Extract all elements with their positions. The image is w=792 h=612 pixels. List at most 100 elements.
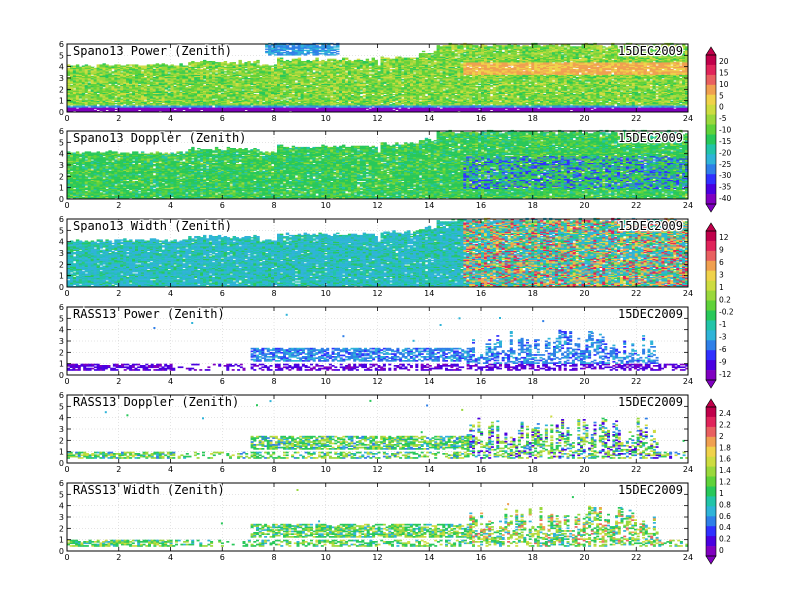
x-tick-label: 14 <box>424 553 434 562</box>
colorbar-label: 1 <box>719 283 724 292</box>
x-tick-label: 6 <box>220 377 225 386</box>
x-tick-label: 16 <box>476 201 486 210</box>
colorbar-label: -9 <box>719 358 727 367</box>
colorbar-swatch <box>706 241 716 251</box>
colorbar-swatch <box>706 536 716 546</box>
panel-title: Spano13 Width (Zenith) <box>73 219 232 233</box>
colorbar-label: -5 <box>719 114 727 123</box>
colorbar-swatch <box>706 330 716 340</box>
y-tick-label: 5 <box>59 314 64 323</box>
x-tick-label: 24 <box>683 201 693 210</box>
colorbar-swatch <box>706 184 716 194</box>
colorbar-label: 9 <box>719 245 724 254</box>
colorbar-label: -20 <box>719 148 731 157</box>
x-tick-label: 6 <box>220 289 225 298</box>
x-tick-label: 8 <box>271 114 276 123</box>
colorbar-swatch <box>706 194 716 204</box>
colorbar-swatch <box>706 115 716 125</box>
x-tick-label: 20 <box>579 289 589 298</box>
x-tick-label: 10 <box>321 553 331 562</box>
x-tick-label: 20 <box>579 377 589 386</box>
x-tick-label: 14 <box>424 201 434 210</box>
colorbar-label: 12 <box>719 233 729 242</box>
x-tick-label: 10 <box>321 114 331 123</box>
x-tick-label: 4 <box>168 465 173 474</box>
colorbar-label: 0.6 <box>719 512 731 521</box>
y-tick-label: 6 <box>59 391 64 400</box>
colorbar-swatch <box>706 75 716 85</box>
x-tick-label: 22 <box>631 377 641 386</box>
colorbar-label: 1.6 <box>719 455 731 464</box>
x-tick-label: 6 <box>220 114 225 123</box>
x-tick-label: 12 <box>372 553 382 562</box>
y-tick-label: 4 <box>59 502 64 511</box>
x-tick-label: 24 <box>683 377 693 386</box>
colorbar-3: 2.42.221.81.61.41.210.80.60.40.20 <box>706 399 731 564</box>
x-tick-label: 20 <box>579 553 589 562</box>
colorbar-swatch <box>706 144 716 154</box>
panel-title: Spano13 Power (Zenith) <box>73 44 232 58</box>
x-tick-label: 4 <box>168 553 173 562</box>
colorbar-bottom-arrow <box>706 380 716 388</box>
colorbar-swatch <box>706 506 716 516</box>
colorbar-swatch <box>706 477 716 487</box>
colorbar-swatch <box>706 360 716 370</box>
y-tick-label: 4 <box>59 326 64 335</box>
x-tick-label: 20 <box>579 114 589 123</box>
x-tick-label: 2 <box>116 553 121 562</box>
colorbar-swatch <box>706 427 716 437</box>
x-tick-label: 10 <box>321 289 331 298</box>
x-tick-label: 2 <box>116 377 121 386</box>
y-tick-label: 2 <box>59 172 64 181</box>
x-tick-label: 12 <box>372 114 382 123</box>
y-tick-label: 1 <box>59 536 64 545</box>
x-tick-label: 0 <box>64 377 69 386</box>
colorbar-label: 5 <box>719 91 724 100</box>
x-tick-label: 0 <box>64 114 69 123</box>
y-tick-label: 6 <box>59 127 64 136</box>
x-tick-label: 4 <box>168 289 173 298</box>
x-tick-label: 16 <box>476 465 486 474</box>
colorbar-swatch <box>706 231 716 241</box>
colorbar-swatch <box>706 320 716 330</box>
colorbar-label: 0.2 <box>719 295 731 304</box>
colorbar-swatch <box>706 437 716 447</box>
colorbar-label: -3 <box>719 333 727 342</box>
x-tick-label: 22 <box>631 465 641 474</box>
colorbar-label: -25 <box>719 160 731 169</box>
x-tick-label: 22 <box>631 289 641 298</box>
colorbar-swatch <box>706 407 716 417</box>
colorbar-swatch <box>706 251 716 261</box>
x-tick-label: 2 <box>116 201 121 210</box>
colorbar-label: 2.4 <box>719 409 731 418</box>
y-tick-label: 0 <box>59 547 64 556</box>
x-tick-label: 16 <box>476 114 486 123</box>
colorbar-swatch <box>706 135 716 145</box>
x-tick-label: 18 <box>528 201 538 210</box>
x-tick-label: 12 <box>372 465 382 474</box>
colorbar-label: 20 <box>719 57 729 66</box>
x-tick-label: 6 <box>220 553 225 562</box>
y-tick-label: 3 <box>59 425 64 434</box>
y-tick-label: 3 <box>59 337 64 346</box>
y-tick-label: 2 <box>59 436 64 445</box>
x-tick-label: 4 <box>168 114 173 123</box>
y-tick-label: 4 <box>59 63 64 72</box>
colorbar-label: 1.2 <box>719 478 731 487</box>
colorbar-label: 0.4 <box>719 523 731 532</box>
x-tick-label: 6 <box>220 201 225 210</box>
y-tick-label: 6 <box>59 40 64 49</box>
x-tick-label: 4 <box>168 377 173 386</box>
colorbar-label: 10 <box>719 80 729 89</box>
x-tick-label: 12 <box>372 289 382 298</box>
colorbar-label: -6 <box>719 345 727 354</box>
colorbar-swatch <box>706 496 716 506</box>
x-tick-label: 8 <box>271 289 276 298</box>
